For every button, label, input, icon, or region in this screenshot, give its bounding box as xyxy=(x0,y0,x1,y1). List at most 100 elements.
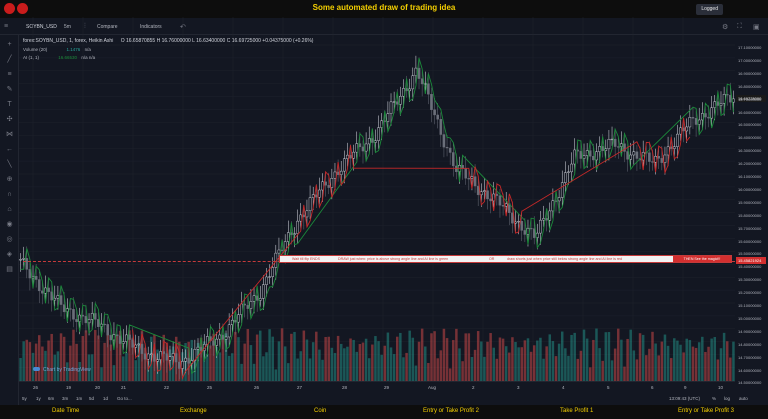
price-tick-label: 16.80000000 xyxy=(738,83,762,89)
log-toggle[interactable]: log xyxy=(724,396,731,401)
pattern-icon[interactable]: ✣ xyxy=(6,116,13,123)
goto-button[interactable]: Go to... xyxy=(117,396,132,401)
volume-label[interactable]: Volume (20) xyxy=(23,47,48,52)
price-tick-label: 14.70000000 xyxy=(738,354,762,360)
magnet-icon[interactable]: ∩ xyxy=(6,191,13,198)
price-tick-label: 15.60000000 xyxy=(738,238,762,244)
trendline-icon[interactable]: ╱ xyxy=(7,56,12,63)
snapshot-icon[interactable]: ▣ xyxy=(753,24,760,31)
range-1y[interactable]: 1y xyxy=(36,396,41,401)
candle-body xyxy=(296,220,299,234)
price-tick-label: 15.30000000 xyxy=(738,277,762,283)
fullscreen-icon[interactable]: ⛶ xyxy=(737,23,742,30)
candle-body xyxy=(598,146,601,152)
candle-body xyxy=(517,221,520,223)
brush-icon[interactable]: ✎ xyxy=(6,86,13,93)
tradingview-brand[interactable]: Chart by TradingView xyxy=(33,367,91,373)
time-tick-label: 6 xyxy=(651,385,654,390)
candle-body xyxy=(75,319,78,322)
range-1d[interactable]: 1d xyxy=(103,396,109,401)
candle-body xyxy=(165,353,169,361)
auto-toggle[interactable]: auto xyxy=(739,396,748,401)
range-3m[interactable]: 3m xyxy=(62,396,69,401)
range-5y[interactable]: 5y xyxy=(22,396,27,401)
legend-symbol[interactable]: forex:SOYBN_USD, 1, forex, Heikin Ashi xyxy=(23,38,114,44)
price-chart[interactable] xyxy=(19,17,735,381)
visibility-icon[interactable]: ◉ xyxy=(6,221,13,228)
candle-body xyxy=(153,353,156,362)
volume-bar xyxy=(330,347,334,381)
zoom-icon[interactable]: ⊕ xyxy=(6,176,13,183)
trash-icon[interactable]: ▤ xyxy=(6,266,13,273)
menu-icon[interactable]: ≡ xyxy=(4,23,9,30)
volume-bar xyxy=(262,356,265,381)
crosshair-icon[interactable]: + xyxy=(7,41,12,48)
volume-bar xyxy=(701,336,704,381)
candle-body xyxy=(691,117,695,119)
logged-button[interactable]: Logged xyxy=(696,4,723,15)
candle-body xyxy=(339,170,343,175)
top-bar: Some automated draw of trading idea Logg… xyxy=(0,0,768,18)
candle-body xyxy=(84,315,88,324)
range-1m[interactable]: 1m xyxy=(76,396,83,401)
volume-value: 1.1476 xyxy=(66,47,81,52)
candle-body xyxy=(663,154,667,163)
volume-bar xyxy=(495,358,499,381)
candle-body xyxy=(249,301,253,309)
candle-body xyxy=(729,94,732,103)
time-tick-label: Aug xyxy=(428,385,437,390)
horizontal-line-icon[interactable]: ≡ xyxy=(7,71,12,78)
candle-body xyxy=(227,324,231,338)
candle-body xyxy=(22,258,25,260)
volume-bar xyxy=(327,336,330,381)
price-tick-label: 14.60000000 xyxy=(738,367,762,373)
prediction-icon[interactable]: ⋈ xyxy=(6,131,13,138)
candle-body xyxy=(557,197,561,202)
price-tick-label: 15.10000000 xyxy=(738,303,762,308)
time-tick-label: 26 xyxy=(254,385,260,390)
volume-bar xyxy=(651,331,654,381)
indicators-button[interactable]: Indicators xyxy=(140,24,162,30)
timeframe-selector[interactable]: 5m xyxy=(64,24,71,30)
ai-label[interactable]: AI (1, 1) xyxy=(23,55,40,60)
candle-body xyxy=(483,190,486,192)
text-icon[interactable]: T xyxy=(7,101,12,108)
settings-icon[interactable]: ⚙ xyxy=(722,24,729,31)
price-tick-label: 14.50000000 xyxy=(738,380,762,386)
volume-bar xyxy=(604,332,608,381)
volume-bar xyxy=(445,338,449,381)
back-icon[interactable]: ← xyxy=(6,146,13,153)
volume-bar xyxy=(707,346,710,381)
range-5d[interactable]: 5d xyxy=(89,396,95,401)
candle-body xyxy=(504,203,508,207)
range-6m[interactable]: 6m xyxy=(48,396,55,401)
candle-body xyxy=(427,83,430,95)
candle-body xyxy=(286,232,290,242)
candle-body xyxy=(626,151,629,160)
candle-body xyxy=(501,205,505,207)
candle-body xyxy=(445,146,449,149)
volume-bar xyxy=(679,344,682,381)
candle-body xyxy=(50,291,53,301)
candle-body xyxy=(361,146,365,152)
volume-bar xyxy=(632,350,636,381)
candle-body xyxy=(523,230,527,235)
volume-bar xyxy=(638,333,642,381)
eye-icon[interactable]: ◎ xyxy=(6,236,13,243)
banner-part4: draw shorts just when price still below … xyxy=(507,257,623,261)
volume-bar xyxy=(380,354,383,381)
percent-toggle[interactable]: % xyxy=(712,396,717,401)
measure-icon[interactable]: ╲ xyxy=(7,161,12,168)
symbol-search[interactable]: SOYBN_USD xyxy=(26,24,57,30)
time-axis[interactable] xyxy=(19,381,735,395)
volume-bar xyxy=(237,337,240,381)
compare-button[interactable]: Compare xyxy=(97,24,118,30)
lock-icon[interactable]: ⌂ xyxy=(7,206,12,213)
volume-bar xyxy=(654,343,657,381)
volume-bar xyxy=(436,358,439,381)
candle-body xyxy=(620,143,623,147)
clock-label[interactable]: 13:09:43 (UTC) xyxy=(669,396,701,401)
volume-bar xyxy=(685,338,688,381)
chart-type-icon[interactable]: ⫶ xyxy=(84,23,86,30)
layers-icon[interactable]: ◈ xyxy=(6,251,13,258)
